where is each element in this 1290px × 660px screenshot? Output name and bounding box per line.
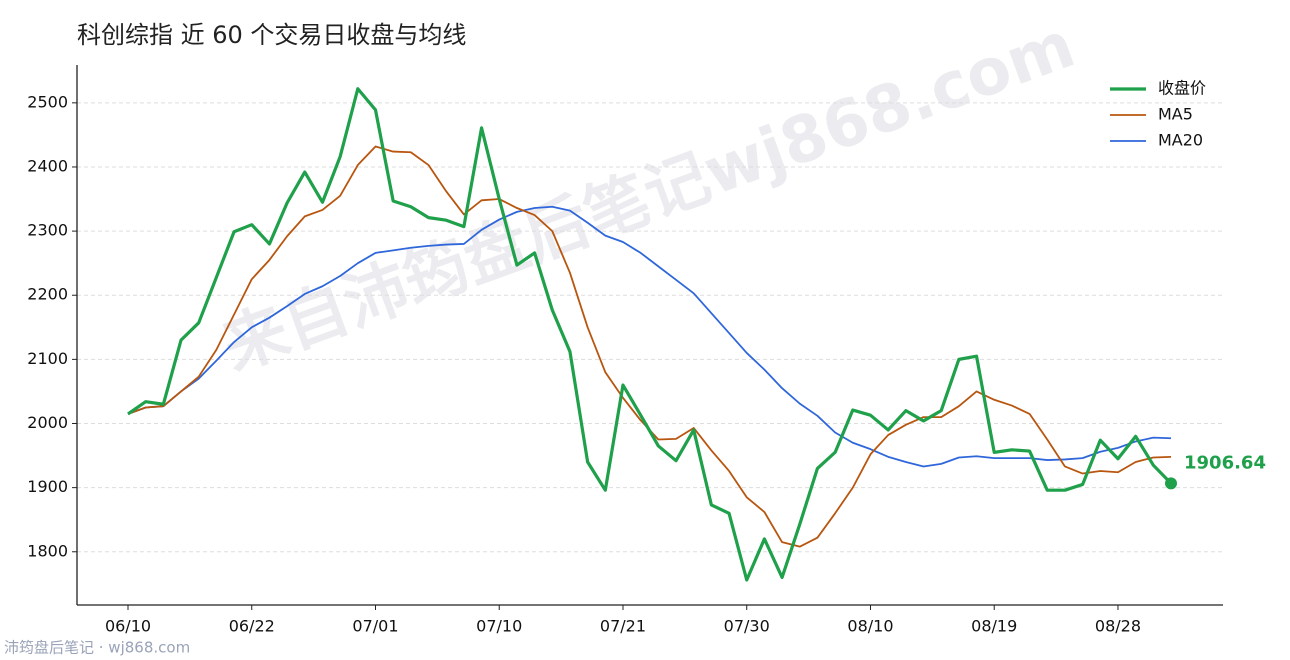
y-tick-label: 1900 [27, 477, 68, 496]
x-tick-label: 08/28 [1095, 617, 1141, 636]
y-tick-label: 2400 [27, 156, 68, 175]
x-tick-label: 08/19 [971, 617, 1017, 636]
watermark: 来自沛筠盘后笔记wj868.com [214, 8, 1085, 385]
legend-label: MA5 [1158, 105, 1193, 124]
y-tick-label: 2100 [27, 349, 68, 368]
x-tick-label: 07/10 [476, 617, 522, 636]
y-tick-label: 2200 [27, 285, 68, 304]
y-tick-label: 2000 [27, 413, 68, 432]
y-tick-label: 1800 [27, 541, 68, 560]
y-tick-label: 2500 [27, 92, 68, 111]
x-tick-label: 07/30 [724, 617, 770, 636]
last-point [1165, 477, 1177, 490]
x-tick-label: 06/10 [105, 617, 151, 636]
series-line [127, 205, 1172, 468]
legend-label: MA20 [1158, 131, 1203, 150]
series-line [127, 87, 1173, 582]
x-tick-label: 08/10 [847, 617, 893, 636]
y-tick-label: 2300 [27, 221, 68, 240]
legend-label: 收盘价 [1158, 79, 1206, 98]
x-tick-label: 07/01 [352, 617, 398, 636]
x-tick-label: 07/21 [600, 617, 646, 636]
footer: 沛筠盘后笔记 · wj868.com [4, 639, 190, 657]
chart-title: 科创综指 近 60 个交易日收盘与均线 [77, 21, 466, 49]
x-tick-label: 06/22 [229, 617, 275, 636]
last-value-label: 1906.64 [1184, 452, 1266, 473]
